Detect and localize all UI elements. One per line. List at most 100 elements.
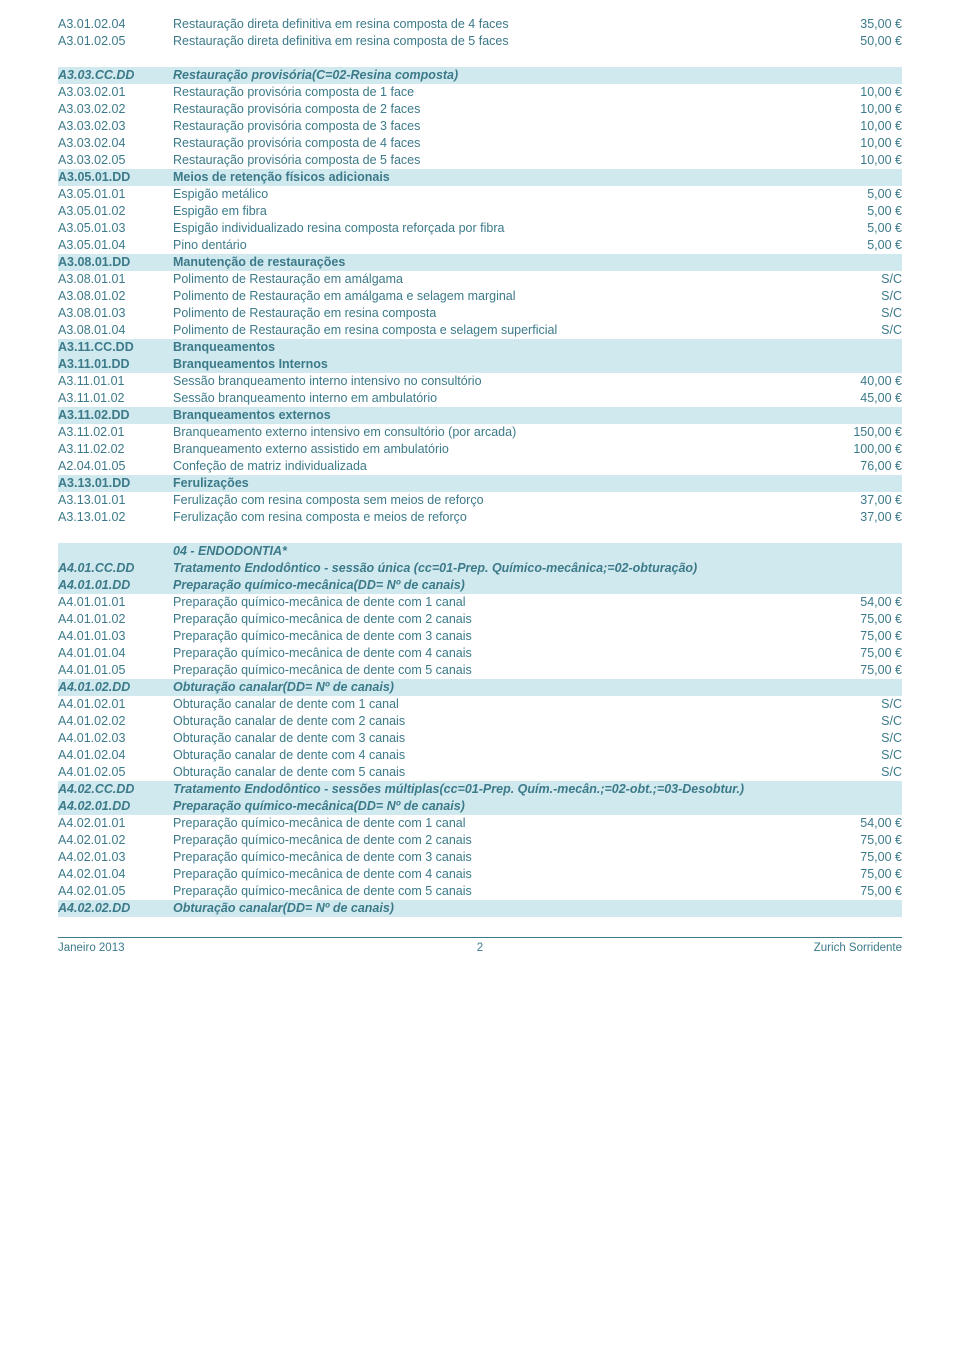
table-row: A3.11.02.DDBranqueamentos externos <box>58 407 902 424</box>
row-price: 10,00 € <box>820 118 902 135</box>
table-row: A3.05.01.02Espigão em fibra5,00 € <box>58 203 902 220</box>
row-price: 5,00 € <box>820 203 902 220</box>
table-row: A3.13.01.DDFerulizações <box>58 475 902 492</box>
row-code: A3.05.01.04 <box>58 237 173 254</box>
row-price: 76,00 € <box>820 458 902 475</box>
row-description: Confeção de matriz individualizada <box>173 458 820 475</box>
row-description: Tratamento Endodôntico - sessão única (c… <box>173 560 820 577</box>
row-price: S/C <box>820 305 902 322</box>
table-row: A3.03.02.05Restauração provisória compos… <box>58 152 902 169</box>
row-code: A3.13.01.DD <box>58 475 173 492</box>
row-price: 5,00 € <box>820 220 902 237</box>
row-description: Polimento de Restauração em resina compo… <box>173 305 820 322</box>
row-code: A4.01.02.03 <box>58 730 173 747</box>
table-row: A3.08.01.03Polimento de Restauração em r… <box>58 305 902 322</box>
row-description: Preparação químico-mecânica de dente com… <box>173 645 820 662</box>
row-description: Branqueamentos externos <box>173 407 820 424</box>
table-row: A3.08.01.01Polimento de Restauração em a… <box>58 271 902 288</box>
row-code: A4.02.CC.DD <box>58 781 173 798</box>
row-description: Obturação canalar de dente com 1 canal <box>173 696 820 713</box>
row-price: 37,00 € <box>820 492 902 509</box>
row-price: 75,00 € <box>820 611 902 628</box>
row-code: A3.11.02.DD <box>58 407 173 424</box>
row-price: 75,00 € <box>820 883 902 900</box>
row-code: A3.03.02.05 <box>58 152 173 169</box>
row-description: Ferulização com resina composta sem meio… <box>173 492 820 509</box>
row-code: A4.01.01.02 <box>58 611 173 628</box>
row-price: 54,00 € <box>820 815 902 832</box>
table-row: A3.03.CC.DDRestauração provisória(C=02-R… <box>58 67 902 84</box>
row-price: 45,00 € <box>820 390 902 407</box>
row-code: A3.01.02.04 <box>58 16 173 33</box>
row-code: A4.01.02.05 <box>58 764 173 781</box>
table-row: A3.08.01.02Polimento de Restauração em a… <box>58 288 902 305</box>
row-description: Preparação químico-mecânica(DD= Nº de ca… <box>173 798 820 815</box>
row-description: Espigão em fibra <box>173 203 820 220</box>
row-code: A4.01.CC.DD <box>58 560 173 577</box>
row-price: S/C <box>820 713 902 730</box>
table-row: A3.05.01.DDMeios de retenção físicos adi… <box>58 169 902 186</box>
table-row: A4.01.02.03Obturação canalar de dente co… <box>58 730 902 747</box>
row-code: A3.08.01.02 <box>58 288 173 305</box>
row-price: 75,00 € <box>820 645 902 662</box>
row-code: A3.08.01.04 <box>58 322 173 339</box>
row-description: Preparação químico-mecânica de dente com… <box>173 815 820 832</box>
row-code: A2.04.01.05 <box>58 458 173 475</box>
row-code: A3.13.01.02 <box>58 509 173 526</box>
row-code: A4.01.02.04 <box>58 747 173 764</box>
row-price: 5,00 € <box>820 186 902 203</box>
row-price: S/C <box>820 730 902 747</box>
row-code: A4.01.02.02 <box>58 713 173 730</box>
row-code: A3.01.02.05 <box>58 33 173 50</box>
table-row: A3.03.02.03Restauração provisória compos… <box>58 118 902 135</box>
row-price: 40,00 € <box>820 373 902 390</box>
row-code: A4.01.02.DD <box>58 679 173 696</box>
row-description: Preparação químico-mecânica de dente com… <box>173 849 820 866</box>
row-price: 10,00 € <box>820 101 902 118</box>
row-code: A4.01.01.05 <box>58 662 173 679</box>
table-row: A3.03.02.01Restauração provisória compos… <box>58 84 902 101</box>
row-description: Branqueamento externo assistido em ambul… <box>173 441 820 458</box>
table-row: A4.01.02.02Obturação canalar de dente co… <box>58 713 902 730</box>
row-price: S/C <box>820 288 902 305</box>
row-code: A3.11.01.DD <box>58 356 173 373</box>
table-row: A3.11.01.02Sessão branqueamento interno … <box>58 390 902 407</box>
table-row: A4.02.02.DDObturação canalar(DD= Nº de c… <box>58 900 902 917</box>
row-description: Restauração direta definitiva em resina … <box>173 33 820 50</box>
row-description: Obturação canalar de dente com 3 canais <box>173 730 820 747</box>
row-code: A3.05.01.DD <box>58 169 173 186</box>
table-row: A3.05.01.01Espigão metálico5,00 € <box>58 186 902 203</box>
row-description: Obturação canalar de dente com 4 canais <box>173 747 820 764</box>
footer-page: 2 <box>339 942 620 954</box>
row-price: 50,00 € <box>820 33 902 50</box>
table-row: A2.04.01.05Confeção de matriz individual… <box>58 458 902 475</box>
table-row: A4.01.02.04Obturação canalar de dente co… <box>58 747 902 764</box>
row-description: Preparação químico-mecânica de dente com… <box>173 611 820 628</box>
row-description: Preparação químico-mecânica de dente com… <box>173 628 820 645</box>
row-description: Preparação químico-mecânica(DD= Nº de ca… <box>173 577 820 594</box>
row-code: A4.01.02.01 <box>58 696 173 713</box>
row-description: Restauração provisória composta de 4 fac… <box>173 135 820 152</box>
row-description: Preparação químico-mecânica de dente com… <box>173 866 820 883</box>
table-row: A4.02.01.02Preparação químico-mecânica d… <box>58 832 902 849</box>
row-description: Restauração provisória(C=02-Resina compo… <box>173 67 820 84</box>
row-price: 54,00 € <box>820 594 902 611</box>
table-row: A3.11.CC.DDBranqueamentos <box>58 339 902 356</box>
row-description: Preparação químico-mecânica de dente com… <box>173 832 820 849</box>
row-price: 75,00 € <box>820 866 902 883</box>
footer-brand: Zurich Sorridente <box>621 942 902 954</box>
row-description: Restauração direta definitiva em resina … <box>173 16 820 33</box>
table-row: A3.05.01.04Pino dentário5,00 € <box>58 237 902 254</box>
row-code: A3.03.02.04 <box>58 135 173 152</box>
row-code: A3.08.01.03 <box>58 305 173 322</box>
row-code: A3.11.02.01 <box>58 424 173 441</box>
row-code: A3.11.CC.DD <box>58 339 173 356</box>
row-price: S/C <box>820 696 902 713</box>
row-price: 75,00 € <box>820 832 902 849</box>
row-price: S/C <box>820 764 902 781</box>
table-row: A4.02.01.DDPreparação químico-mecânica(D… <box>58 798 902 815</box>
row-price: S/C <box>820 747 902 764</box>
row-price: 10,00 € <box>820 152 902 169</box>
row-code: A3.11.01.02 <box>58 390 173 407</box>
row-description: Ferulizações <box>173 475 820 492</box>
